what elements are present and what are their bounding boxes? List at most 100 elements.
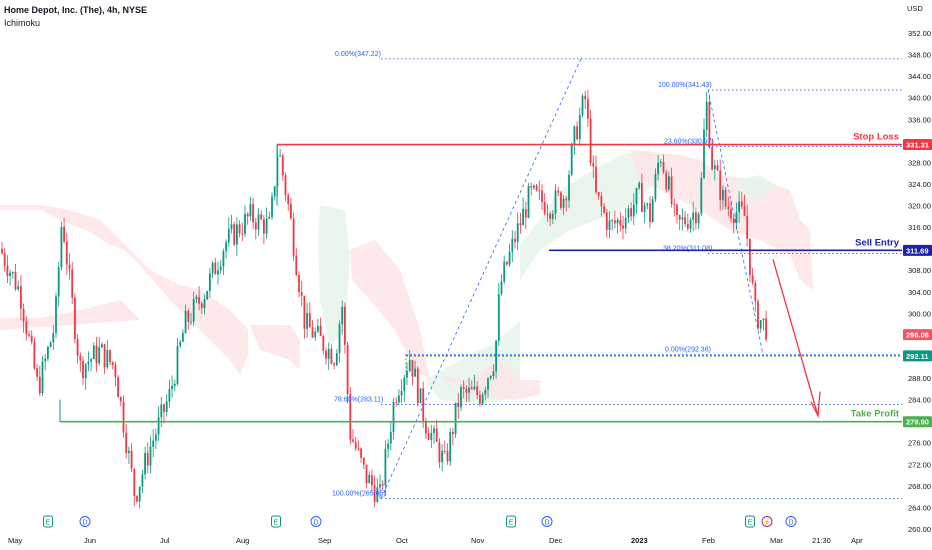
candle-body	[651, 199, 654, 222]
candle-body	[619, 219, 622, 226]
candle-body	[627, 208, 630, 218]
candle-body	[527, 186, 530, 218]
candle-body	[338, 324, 341, 354]
candle-body	[524, 209, 527, 218]
candle-body	[614, 220, 616, 224]
candle-body	[101, 344, 103, 348]
candle-body	[160, 404, 163, 418]
earnings-marker[interactable]	[271, 515, 281, 528]
x-tick-label: Aug	[236, 536, 249, 545]
candle-body	[389, 431, 392, 444]
y-tick-label: 316.00	[908, 223, 931, 232]
candle-body	[368, 475, 371, 484]
y-tick-label: 304.00	[908, 288, 931, 297]
candle-body	[49, 342, 52, 348]
candle-body	[109, 350, 111, 363]
candle-body	[584, 95, 587, 100]
candle-body	[535, 185, 538, 191]
candle-body	[60, 226, 63, 268]
candle-body	[565, 198, 568, 201]
price-tag[interactable]	[903, 329, 932, 341]
candle-body	[74, 297, 76, 339]
price-tag[interactable]	[903, 139, 932, 151]
candle-body	[657, 162, 659, 175]
candle-body	[114, 365, 117, 378]
candle-body	[465, 388, 468, 393]
event-marker-label: E	[509, 520, 514, 527]
candle-body	[298, 274, 300, 293]
candle-body	[227, 228, 230, 243]
candle-body	[643, 205, 646, 212]
candle-body	[425, 420, 427, 434]
candle-body	[589, 118, 592, 163]
candle-body	[149, 446, 152, 466]
earnings-marker[interactable]	[745, 515, 755, 528]
candle-body	[470, 387, 473, 390]
earnings-marker[interactable]	[43, 515, 53, 528]
candle-body	[587, 99, 589, 119]
candle-body	[508, 251, 511, 265]
candle-body	[592, 162, 595, 167]
candle-body	[578, 115, 581, 140]
candle-body	[319, 325, 322, 337]
dividend-marker[interactable]	[785, 516, 797, 527]
earnings-marker[interactable]	[506, 515, 516, 528]
candle-body	[128, 450, 130, 453]
dividend-marker[interactable]	[541, 516, 553, 527]
candle-body	[306, 313, 308, 329]
candle-body	[295, 255, 298, 275]
candle-body	[495, 340, 497, 372]
price-tag[interactable]	[903, 244, 932, 256]
dividend-marker[interactable]	[79, 516, 91, 527]
candle-body	[322, 336, 325, 351]
y-tick-label: 260.00	[908, 525, 931, 534]
split-marker[interactable]	[761, 516, 773, 527]
candle-body	[654, 174, 657, 200]
event-marker-label: D	[82, 520, 87, 527]
candle-body	[686, 224, 689, 229]
price-tag[interactable]	[903, 416, 932, 428]
candle-body	[168, 389, 171, 402]
candle-body	[1, 248, 3, 254]
candle-body	[430, 433, 433, 440]
candle-body	[241, 233, 244, 235]
candle-body	[41, 361, 44, 394]
currency-label: USD	[907, 4, 923, 13]
candle-body	[638, 183, 641, 189]
candle-body	[314, 331, 317, 338]
candle-body	[354, 441, 357, 449]
y-tick-label: 276.00	[908, 439, 931, 448]
candle-body	[138, 486, 141, 502]
y-tick-label: 272.00	[908, 460, 931, 469]
fib-trend-line	[380, 58, 582, 499]
candle-body	[163, 404, 165, 413]
candle-body	[209, 273, 211, 292]
candle-body	[435, 428, 438, 442]
candle-body	[119, 397, 122, 402]
candle-body	[433, 428, 435, 434]
candle-body	[357, 448, 360, 450]
event-marker-label: D	[788, 520, 793, 527]
dividend-marker[interactable]	[310, 516, 322, 527]
candle-body	[122, 401, 125, 433]
candle-body	[457, 402, 460, 408]
indicator-label: Ichimoku	[4, 18, 41, 28]
candle-body	[65, 241, 68, 265]
y-tick-label: 320.00	[908, 202, 931, 211]
candle-body	[506, 261, 508, 265]
candle-body	[57, 267, 60, 297]
candle-body	[308, 313, 311, 328]
event-marker-label: E	[274, 520, 279, 527]
candle-body	[157, 417, 160, 435]
candle-body	[36, 368, 38, 377]
candle-body	[341, 306, 344, 325]
candle-body	[95, 345, 98, 364]
price-tag[interactable]	[903, 350, 932, 362]
y-tick-label: 268.00	[908, 482, 931, 491]
candle-body	[595, 166, 597, 193]
candle-body	[76, 338, 79, 356]
candle-body	[68, 264, 71, 270]
candle-body	[446, 451, 449, 462]
